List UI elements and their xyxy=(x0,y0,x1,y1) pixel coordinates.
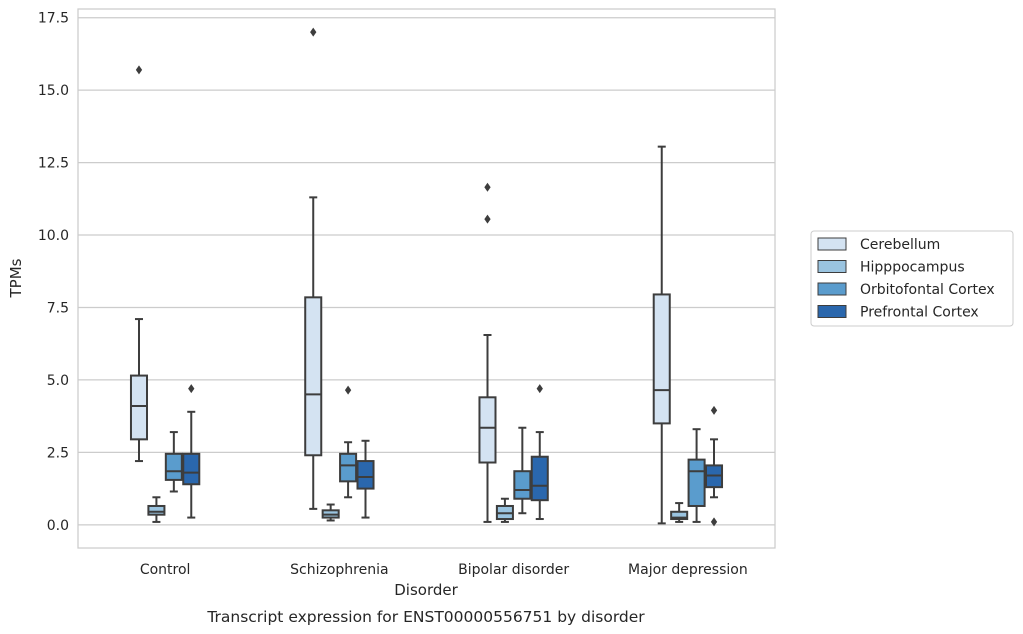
box-layer xyxy=(129,27,724,527)
box-2-3 xyxy=(530,384,549,521)
y-tick-label: 2.5 xyxy=(47,445,69,461)
legend-swatch xyxy=(817,260,847,273)
iqr-box xyxy=(687,458,706,507)
outlier-point xyxy=(135,65,143,75)
legend-label: Orbitofontal Cortex xyxy=(860,282,995,298)
box-1-2 xyxy=(339,385,358,499)
outlier-point xyxy=(484,214,491,224)
box-0-2 xyxy=(164,431,183,493)
box-0-1 xyxy=(147,496,166,523)
box-3-3 xyxy=(704,405,724,527)
iqr-box xyxy=(147,504,166,516)
y-tick-label: 17.5 xyxy=(38,11,69,27)
outlier-point xyxy=(188,384,195,394)
x-tick-label: Control xyxy=(140,562,191,578)
box-1-1 xyxy=(321,503,340,522)
iqr-box xyxy=(513,470,532,500)
x-tick-label: Bipolar disorder xyxy=(458,562,569,578)
y-tick-label: 5.0 xyxy=(47,373,69,389)
legend-label: Hipppocampus xyxy=(860,260,965,276)
box-0-0 xyxy=(129,65,149,463)
x-tick-label: Major depression xyxy=(628,562,748,578)
iqr-box xyxy=(670,510,689,521)
plot-area-frame xyxy=(77,8,776,549)
box-2-2 xyxy=(513,426,532,515)
box-1-0 xyxy=(304,27,323,510)
iqr-box xyxy=(356,460,375,490)
box-3-1 xyxy=(670,502,689,523)
outlier-point xyxy=(710,405,718,415)
legend-frame xyxy=(810,230,1014,327)
outlier-point xyxy=(710,517,718,527)
iqr-box xyxy=(478,396,497,464)
iqr-box xyxy=(182,452,201,486)
box-3-0 xyxy=(652,145,671,525)
y-tick-label: 15.0 xyxy=(38,83,69,99)
outlier-point xyxy=(344,385,352,395)
box-2-1 xyxy=(495,497,514,523)
y-tick-label: 0.0 xyxy=(47,518,69,534)
iqr-box xyxy=(652,293,671,425)
box-2-0 xyxy=(478,182,497,523)
outlier-point xyxy=(536,384,543,394)
legend-swatch xyxy=(817,305,847,318)
legend: Cerebellum Hipppocampus Orbitofontal Corte… xyxy=(810,230,1014,327)
outlier-point xyxy=(484,182,491,192)
iqr-box xyxy=(304,296,323,457)
box-0-3 xyxy=(182,384,201,519)
legend-swatch xyxy=(817,237,847,251)
x-axis-title: Disorder xyxy=(394,581,458,599)
y-axis-title: TPMs xyxy=(7,258,25,298)
legend-label: Prefrontal Cortex xyxy=(860,305,979,321)
iqr-box xyxy=(339,452,358,483)
box-3-2 xyxy=(687,428,706,523)
legend-label: Cerebellum xyxy=(860,237,940,253)
y-tick-label: 12.5 xyxy=(38,156,69,172)
y-tick-labels: 0.0 2.5 5.0 7.5 10.0 12.5 15.0 17.5 xyxy=(38,11,69,534)
legend-swatch xyxy=(817,282,847,296)
figure-caption: Transcript expression for ENST0000055675… xyxy=(206,608,645,626)
iqr-box xyxy=(129,374,149,441)
y-tick-label: 10.0 xyxy=(38,228,69,244)
outlier-point xyxy=(310,27,317,37)
iqr-box xyxy=(530,455,549,502)
x-tick-labels: Control Schizophrenia Bipolar disorder Majo… xyxy=(140,562,748,578)
y-tick-label: 7.5 xyxy=(47,300,69,316)
grid-lines xyxy=(78,17,775,526)
x-tick-label: Schizophrenia xyxy=(290,562,388,578)
iqr-box xyxy=(164,452,183,481)
box-1-3 xyxy=(356,439,375,519)
